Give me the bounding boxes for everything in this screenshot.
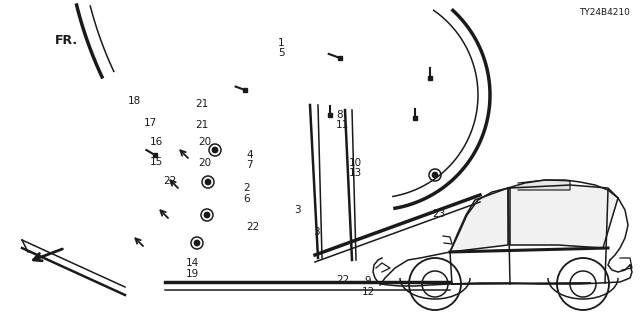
Text: 3: 3 (294, 204, 301, 215)
Text: 22: 22 (163, 176, 177, 186)
Circle shape (212, 147, 218, 153)
Text: 18: 18 (127, 96, 141, 106)
Polygon shape (518, 180, 570, 190)
Text: 21: 21 (195, 120, 209, 130)
Text: 16: 16 (150, 137, 163, 148)
Text: FR.: FR. (54, 34, 77, 46)
Text: 15: 15 (150, 156, 163, 167)
Text: 20: 20 (198, 137, 212, 148)
Circle shape (205, 179, 211, 185)
Text: 2
6: 2 6 (243, 183, 250, 204)
Polygon shape (510, 185, 618, 248)
Text: 21: 21 (195, 99, 209, 109)
Text: 1
5: 1 5 (278, 38, 285, 58)
Text: 23: 23 (432, 209, 445, 220)
Circle shape (204, 212, 210, 218)
Text: 14
19: 14 19 (186, 259, 198, 279)
Text: 22: 22 (336, 275, 349, 285)
Text: 17: 17 (143, 118, 157, 128)
Text: TY24B4210: TY24B4210 (579, 8, 630, 17)
Text: 20: 20 (198, 158, 212, 168)
Text: 9
12: 9 12 (362, 276, 374, 297)
Text: 10
13: 10 13 (349, 157, 362, 179)
Text: 3: 3 (314, 227, 320, 237)
Text: 22: 22 (246, 222, 260, 232)
Circle shape (432, 172, 438, 178)
Text: 8
11: 8 11 (336, 109, 349, 131)
Text: 4
7: 4 7 (246, 149, 253, 170)
Polygon shape (450, 188, 508, 252)
Circle shape (195, 240, 200, 246)
